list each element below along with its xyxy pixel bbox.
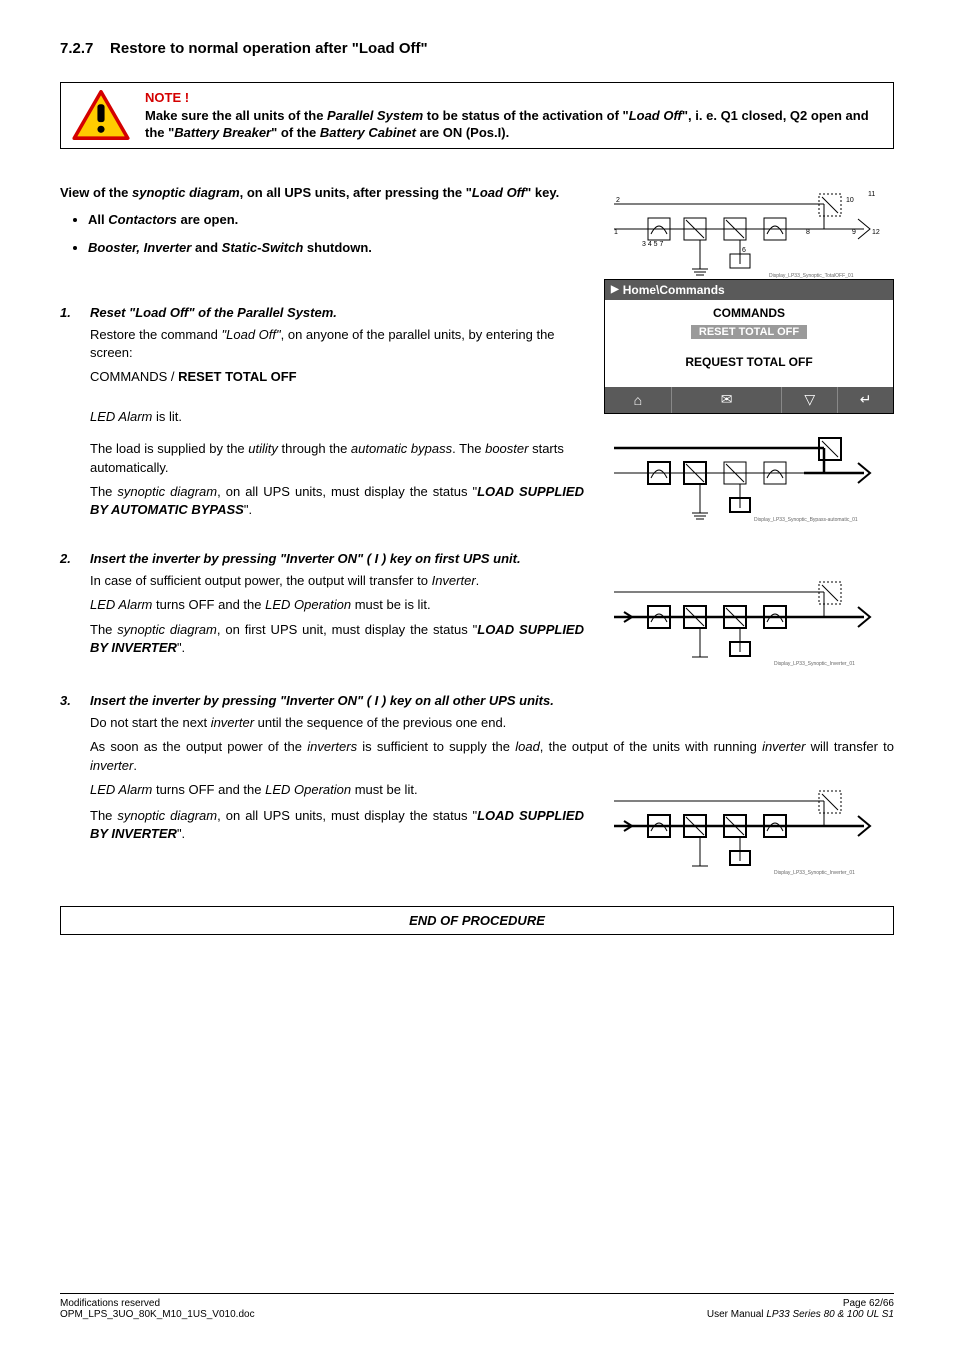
footer-right1: Page 62/66: [707, 1298, 894, 1309]
svg-text:3 4 5 7: 3 4 5 7: [642, 241, 664, 248]
synoptic-diagram-2: Display_LP33_Synoptic_Bypass-automatic_0…: [604, 428, 894, 523]
warning-icon: [72, 90, 130, 140]
svg-text:6: 6: [742, 247, 746, 254]
step2-p1: In case of sufficient output power, the …: [90, 572, 584, 590]
step3-p1: Do not start the next inverter until the…: [90, 714, 894, 732]
panel-breadcrumb: ▶ Home\Commands: [605, 280, 893, 300]
synoptic-diagram-3: Display_LP33_Synoptic_Inverter_01: [604, 572, 894, 667]
intro-view-line: View of the synoptic diagram, on all UPS…: [60, 184, 584, 202]
enter-icon[interactable]: ↵: [837, 387, 893, 413]
step3-p3: LED Alarm turns OFF and the LED Operatio…: [90, 781, 584, 799]
section-heading: Restore to normal operation after "Load …: [110, 40, 428, 57]
step1-title: Reset "Load Off" of the Parallel System.: [90, 305, 337, 320]
section-title: 7.2.7 Restore to normal operation after …: [60, 40, 894, 57]
home-icon[interactable]: ⌂: [605, 387, 671, 413]
synoptic-diagram-1: 3 4 5 7 1 2 8 9 12 10 11 6 Display_LP33_…: [604, 184, 894, 279]
step3-title: Insert the inverter by pressing "Inverte…: [90, 693, 554, 708]
svg-text:9: 9: [852, 229, 856, 236]
note-body: Make sure the all units of the Parallel …: [145, 108, 869, 141]
end-of-procedure: END OF PROCEDURE: [60, 906, 894, 935]
commands-panel: ▶ Home\Commands COMMANDS RESET TOTAL OFF…: [604, 279, 894, 414]
section-number: 7.2.7: [60, 40, 93, 57]
step3-p2: As soon as the output power of the inver…: [90, 738, 894, 774]
step2-title: Insert the inverter by pressing "Inverte…: [90, 551, 521, 566]
step1-p5: The synoptic diagram, on all UPS units, …: [90, 483, 584, 519]
mail-icon[interactable]: ✉: [671, 387, 782, 413]
panel-heading: COMMANDS: [615, 306, 883, 320]
synoptic-diagram-4: Display_LP33_Synoptic_Inverter_01: [604, 781, 894, 876]
footer-left2: OPM_LPS_3UO_80K_M10_1US_V010.doc: [60, 1309, 255, 1320]
triangle-icon: ▶: [611, 284, 619, 295]
step2-p2: LED Alarm turns OFF and the LED Operatio…: [90, 596, 584, 614]
panel-selected: RESET TOTAL OFF: [691, 325, 807, 339]
step1-p1: Restore the command "Load Off", on anyon…: [90, 326, 584, 362]
svg-text:Display_LP33_Synoptic_Inverter: Display_LP33_Synoptic_Inverter_01: [774, 870, 855, 876]
svg-text:Display_LP33_Synoptic_Inverter: Display_LP33_Synoptic_Inverter_01: [774, 661, 855, 667]
svg-text:2: 2: [616, 197, 620, 204]
panel-footer: ⌂ ✉ ▽ ↵: [605, 387, 893, 413]
note-text: NOTE ! Make sure the all units of the Pa…: [141, 83, 893, 148]
step1-p2: COMMANDS / RESET TOTAL OFF: [90, 368, 584, 386]
svg-text:1: 1: [614, 229, 618, 236]
note-label: NOTE !: [145, 90, 189, 105]
step3-num: 3.: [60, 693, 76, 708]
step1-p3: LED Alarm is lit.: [90, 408, 584, 426]
svg-text:10: 10: [846, 197, 854, 204]
warning-icon-cell: [61, 83, 141, 148]
down-icon[interactable]: ▽: [781, 387, 837, 413]
step3-p4: The synoptic diagram, on all UPS units, …: [90, 807, 584, 843]
svg-text:12: 12: [872, 229, 880, 236]
intro-bullet-2: Booster, Inverter and Static-Switch shut…: [88, 239, 584, 257]
svg-text:Display_LP33_Synoptic_Bypass-a: Display_LP33_Synoptic_Bypass-automatic_0…: [754, 517, 858, 523]
footer-left1: Modifications reserved: [60, 1298, 255, 1309]
step1-num: 1.: [60, 305, 76, 320]
svg-text:11: 11: [868, 191, 875, 198]
step2-p3: The synoptic diagram, on first UPS unit,…: [90, 621, 584, 657]
note-box: NOTE ! Make sure the all units of the Pa…: [60, 82, 894, 149]
intro-bullet-1: All Contactors are open.: [88, 211, 584, 229]
svg-text:8: 8: [806, 229, 810, 236]
panel-item: REQUEST TOTAL OFF: [615, 355, 883, 369]
step1-p4: The load is supplied by the utility thro…: [90, 440, 584, 476]
footer-right2: User Manual LP33 Series 80 & 100 UL S1: [707, 1309, 894, 1320]
page-footer: Modifications reserved OPM_LPS_3UO_80K_M…: [60, 1293, 894, 1320]
step2-num: 2.: [60, 551, 76, 566]
